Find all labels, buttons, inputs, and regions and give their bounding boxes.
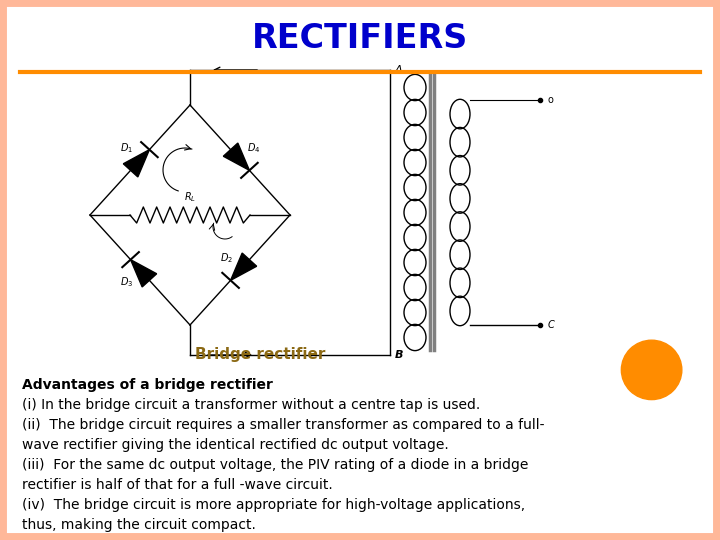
Polygon shape [230, 253, 256, 280]
Text: wave rectifier giving the identical rectified dc output voltage.: wave rectifier giving the identical rect… [22, 438, 449, 452]
Text: thus, making the circuit compact.: thus, making the circuit compact. [22, 518, 256, 532]
Text: Advantages of a bridge rectifier: Advantages of a bridge rectifier [22, 378, 273, 392]
Text: C: C [548, 320, 554, 330]
Text: A: A [395, 65, 402, 75]
Text: $D_1$: $D_1$ [120, 141, 133, 155]
Text: Bridge rectifier: Bridge rectifier [195, 348, 325, 362]
Polygon shape [130, 260, 157, 287]
Text: (iv)  The bridge circuit is more appropriate for high-voltage applications,: (iv) The bridge circuit is more appropri… [22, 498, 525, 512]
Polygon shape [223, 143, 249, 170]
Text: (i) In the bridge circuit a transformer without a centre tap is used.: (i) In the bridge circuit a transformer … [22, 398, 480, 412]
Text: $D_2$: $D_2$ [220, 251, 233, 265]
Text: B: B [395, 350, 403, 360]
Ellipse shape [621, 340, 682, 400]
Polygon shape [123, 150, 150, 177]
Text: $D_4$: $D_4$ [246, 141, 260, 155]
Text: $R_L$: $R_L$ [184, 190, 196, 204]
Text: $D_3$: $D_3$ [120, 275, 133, 289]
Text: (ii)  The bridge circuit requires a smaller transformer as compared to a full-: (ii) The bridge circuit requires a small… [22, 418, 544, 432]
Text: RECTIFIERS: RECTIFIERS [252, 22, 468, 55]
Text: (iii)  For the same dc output voltage, the PIV rating of a diode in a bridge: (iii) For the same dc output voltage, th… [22, 458, 528, 472]
Text: o: o [548, 95, 554, 105]
Text: rectifier is half of that for a full -wave circuit.: rectifier is half of that for a full -wa… [22, 478, 333, 492]
